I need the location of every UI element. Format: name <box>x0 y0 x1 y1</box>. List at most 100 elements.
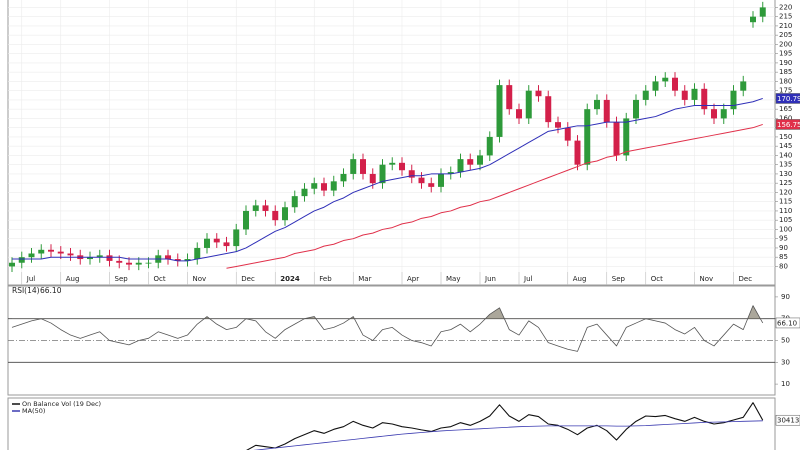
y-tick-label: 130 <box>779 170 792 178</box>
legend-label: MA(50) <box>22 407 45 415</box>
y-tick-label: 80 <box>779 262 788 270</box>
candle-body <box>272 210 279 221</box>
y-tick-label: 125 <box>779 179 792 187</box>
candle-body <box>165 255 171 260</box>
y-tick-label: 185 <box>779 68 792 76</box>
candle-body <box>184 259 191 261</box>
y-tick-label: 145 <box>779 142 792 150</box>
candle-body <box>389 162 396 165</box>
x-tick-label: Nov <box>193 275 207 283</box>
y-tick-label: 140 <box>779 151 792 159</box>
x-tick-label: Feb <box>319 275 332 283</box>
candle-body <box>213 238 220 243</box>
candle-body <box>750 16 756 23</box>
x-tick-label: Apr <box>407 275 419 283</box>
candle-body <box>457 159 464 173</box>
candle-body <box>48 249 54 252</box>
price-plot <box>8 0 775 272</box>
x-tick-label: Jun <box>484 275 496 283</box>
value-tag-label: 170.79 <box>777 95 800 103</box>
candle-body <box>701 88 708 110</box>
candle-body <box>96 255 103 258</box>
candle-body <box>38 249 45 254</box>
candle-body <box>740 81 747 91</box>
candle-body <box>691 88 698 100</box>
candle-body <box>194 247 201 260</box>
candle-body <box>467 159 474 165</box>
candle-body <box>603 99 610 123</box>
x-tick-label: Jul <box>523 275 533 283</box>
x-tick-label: Sep <box>115 275 129 283</box>
y-tick-label: 90 <box>781 293 790 301</box>
candle-body <box>126 262 132 265</box>
candle-body <box>759 7 766 17</box>
x-tick-label: Sep <box>612 275 626 283</box>
candle-body <box>496 85 503 137</box>
candle-body <box>535 90 542 97</box>
value-tag <box>775 93 800 104</box>
candle-body <box>106 255 113 261</box>
candle-body <box>438 173 444 187</box>
candle-body <box>672 77 678 91</box>
candle-body <box>116 260 123 263</box>
candle-body <box>720 109 727 119</box>
y-tick-label: 90 <box>779 244 788 252</box>
x-tick-label: Oct <box>154 275 166 283</box>
candle-body <box>135 262 142 265</box>
price-panel <box>7 0 776 286</box>
y-tick-label: 210 <box>779 22 792 30</box>
obv-plot <box>246 402 764 450</box>
candle-body <box>233 229 240 247</box>
y-tick-label: 160 <box>779 114 792 122</box>
candle-body <box>204 238 210 248</box>
candle-body <box>9 262 15 267</box>
candle-body <box>525 90 532 119</box>
candle-body <box>379 164 386 184</box>
candle-body <box>223 242 230 247</box>
x-tick-label: 2024 <box>280 275 300 283</box>
y-tick-label: 205 <box>779 31 792 39</box>
candle-body <box>28 253 35 258</box>
candle-body <box>408 170 415 178</box>
candle-body <box>594 99 600 110</box>
candle-body <box>623 118 630 156</box>
x-tick-label: Oct <box>651 275 663 283</box>
candle-body <box>642 90 649 100</box>
x-tick-label: Aug <box>573 275 587 283</box>
candle-body <box>321 183 327 191</box>
value-tag-label: 304137 <box>777 417 800 425</box>
candle-body <box>418 177 425 184</box>
value-tag <box>775 119 800 130</box>
candle-body <box>506 85 513 110</box>
candle-body <box>555 122 561 128</box>
candle-body <box>57 251 64 254</box>
y-tick-label: 95 <box>779 235 788 243</box>
indicator-line <box>246 402 764 450</box>
value-tag-label: 66.10 <box>777 319 797 327</box>
y-tick-label: 85 <box>779 253 788 261</box>
moving-average <box>226 123 763 269</box>
y-tick-label: 50 <box>781 337 790 345</box>
candle-body <box>564 127 571 141</box>
value-tag-label: 156.75 <box>777 121 800 129</box>
candle-body <box>252 205 259 211</box>
x-tick-label: Dec <box>241 275 255 283</box>
candle-body <box>681 90 688 100</box>
candle-body <box>291 196 298 208</box>
y-tick-label: 105 <box>779 216 792 224</box>
axes: 8085909510010511011512012513013514014515… <box>12 3 800 426</box>
x-tick-label: Jul <box>26 275 36 283</box>
candle-body <box>711 109 717 119</box>
y-tick-label: 195 <box>779 50 792 58</box>
y-tick-label: 150 <box>779 133 792 141</box>
y-tick-label: 135 <box>779 161 792 169</box>
y-tick-label: 180 <box>779 77 792 85</box>
candle-body <box>282 207 288 221</box>
candle-body <box>311 183 318 189</box>
candle-body <box>613 122 620 156</box>
value-tag <box>775 317 800 329</box>
candle-body <box>243 210 249 230</box>
candle-body <box>301 188 308 197</box>
y-tick-label: 165 <box>779 105 792 113</box>
